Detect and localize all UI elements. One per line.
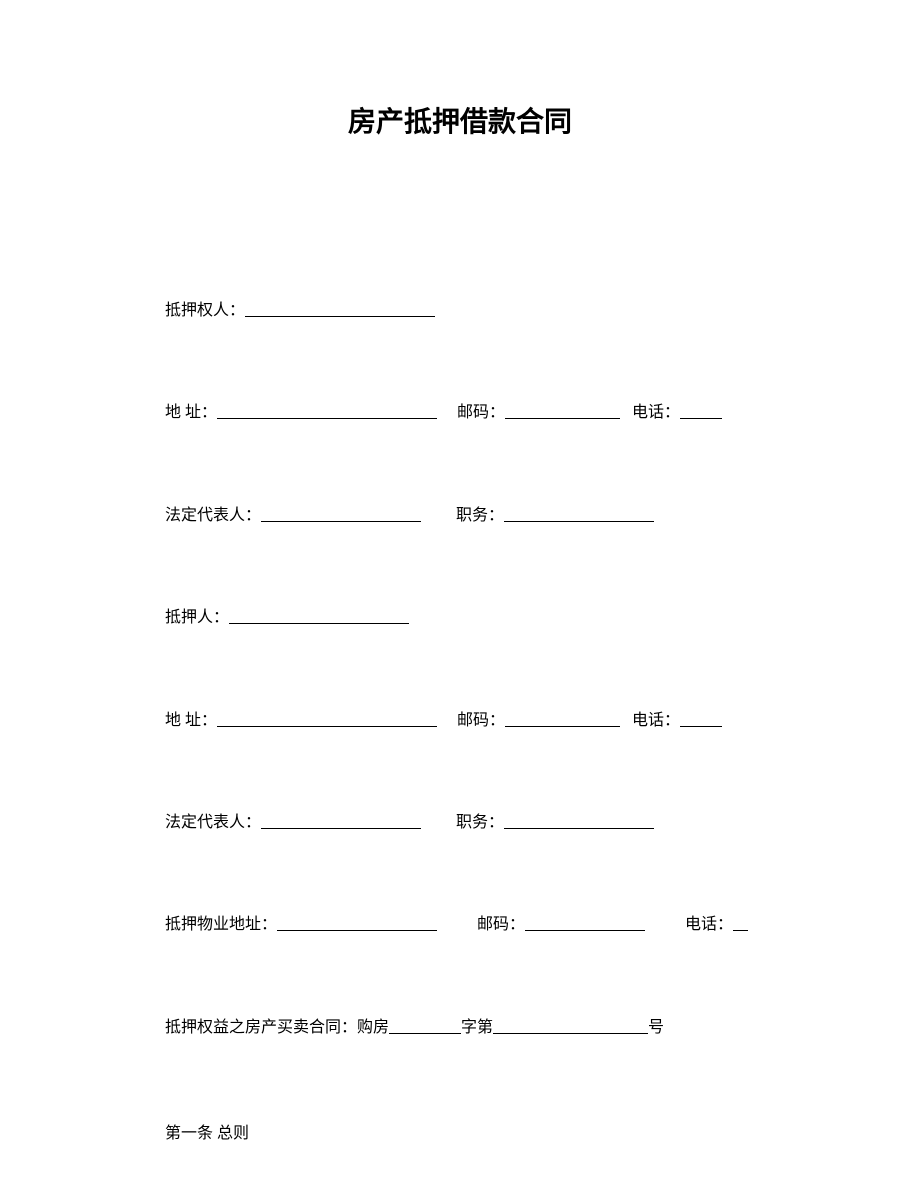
legal-rep-field-2[interactable] bbox=[261, 828, 421, 829]
property-phone-field[interactable] bbox=[733, 930, 748, 931]
mortgagee-address-row: 地 址： 邮码： 电话： bbox=[165, 402, 755, 424]
postcode-label-2: 邮码： bbox=[457, 710, 505, 732]
mortgagee-row: 抵押权人： bbox=[165, 300, 755, 322]
postcode-field-2[interactable] bbox=[505, 726, 620, 727]
contract-mid: 字第 bbox=[461, 1017, 493, 1039]
phone-field[interactable] bbox=[680, 418, 722, 419]
mortgagor-field[interactable] bbox=[229, 623, 409, 624]
position-label-2: 职务： bbox=[456, 812, 504, 834]
contract-field-1[interactable] bbox=[389, 1033, 461, 1034]
phone-label: 电话： bbox=[632, 402, 680, 424]
phone-label-2: 电话： bbox=[632, 710, 680, 732]
property-phone-label: 电话： bbox=[685, 914, 733, 936]
contract-prefix: 抵押权益之房产买卖合同：购房 bbox=[165, 1017, 389, 1039]
mortgagor-label: 抵押人： bbox=[165, 607, 229, 629]
property-address-label: 抵押物业地址： bbox=[165, 914, 277, 936]
mortgagor-legalrep-row: 法定代表人： 职务： bbox=[165, 812, 755, 834]
document-page: 房产抵押借款合同 抵押权人： 地 址： 邮码： 电话： 法定代表人： 职务： 抵… bbox=[0, 0, 920, 1143]
legal-rep-field[interactable] bbox=[261, 521, 421, 522]
position-field[interactable] bbox=[504, 521, 654, 522]
legal-rep-label-2: 法定代表人： bbox=[165, 812, 261, 834]
address-field[interactable] bbox=[217, 418, 437, 419]
contract-row: 抵押权益之房产买卖合同：购房 字第 号 bbox=[165, 1017, 755, 1039]
mortgagee-label: 抵押权人： bbox=[165, 300, 245, 322]
postcode-label: 邮码： bbox=[457, 402, 505, 424]
position-field-2[interactable] bbox=[504, 828, 654, 829]
address-field-2[interactable] bbox=[217, 726, 437, 727]
mortgagee-field[interactable] bbox=[245, 316, 435, 317]
postcode-field[interactable] bbox=[505, 418, 620, 419]
property-postcode-field[interactable] bbox=[525, 930, 645, 931]
document-title: 房产抵押借款合同 bbox=[165, 100, 755, 140]
phone-field-2[interactable] bbox=[680, 726, 722, 727]
mortgagee-legalrep-row: 法定代表人： 职务： bbox=[165, 505, 755, 527]
section-1-heading: 第一条 总则 bbox=[165, 1119, 755, 1143]
contract-suffix: 号 bbox=[648, 1017, 664, 1039]
mortgagor-address-row: 地 址： 邮码： 电话： bbox=[165, 710, 755, 732]
property-postcode-label: 邮码： bbox=[477, 914, 525, 936]
property-address-row: 抵押物业地址： 邮码： 电话： bbox=[165, 914, 755, 936]
contract-field-2[interactable] bbox=[493, 1033, 648, 1034]
address-label: 地 址： bbox=[165, 402, 217, 424]
mortgagor-row: 抵押人： bbox=[165, 607, 755, 629]
address-label-2: 地 址： bbox=[165, 710, 217, 732]
property-address-field[interactable] bbox=[277, 930, 437, 931]
position-label: 职务： bbox=[456, 505, 504, 527]
legal-rep-label: 法定代表人： bbox=[165, 505, 261, 527]
